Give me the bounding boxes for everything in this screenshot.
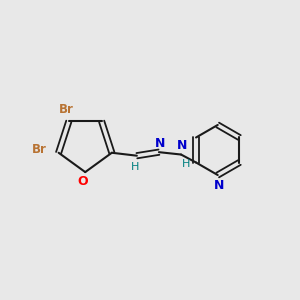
Text: N: N — [177, 139, 188, 152]
Text: N: N — [214, 179, 224, 192]
Text: N: N — [155, 137, 166, 150]
Text: H: H — [182, 159, 190, 169]
Text: O: O — [77, 175, 88, 188]
Text: Br: Br — [58, 103, 73, 116]
Text: H: H — [131, 162, 140, 172]
Text: Br: Br — [32, 143, 47, 156]
